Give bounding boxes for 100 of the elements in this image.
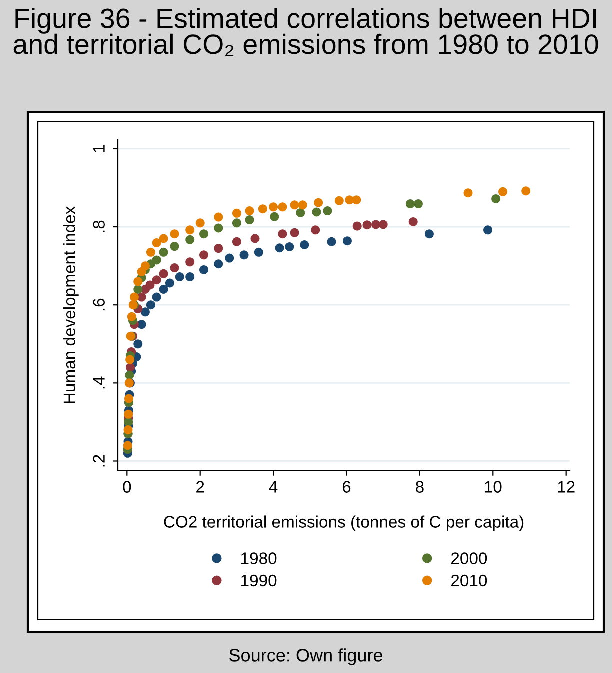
point <box>270 212 280 222</box>
point <box>406 200 415 209</box>
point <box>124 410 134 419</box>
point <box>312 208 322 217</box>
point <box>214 244 224 254</box>
point <box>134 277 143 286</box>
point <box>285 242 294 252</box>
point <box>424 230 434 239</box>
point <box>134 284 143 294</box>
point <box>159 248 168 257</box>
x-tick-label: 10 <box>485 481 502 493</box>
point <box>214 260 224 269</box>
point <box>498 187 508 196</box>
point <box>175 272 184 282</box>
point <box>170 264 180 273</box>
point <box>275 244 284 253</box>
point <box>214 212 224 222</box>
y-tick-label: .4 <box>93 376 105 389</box>
x-tick-label: 6 <box>342 481 351 493</box>
point <box>311 226 320 235</box>
legend-label: 2000 <box>452 552 488 564</box>
point <box>290 200 300 210</box>
point <box>152 276 162 285</box>
point <box>152 256 162 265</box>
point <box>342 236 352 246</box>
chart-title: Figure 36 - Estimated correlations between HDI and territorial CO₂ emissions from 1980 to 2010 <box>14 8 598 56</box>
point <box>250 234 260 244</box>
point <box>492 194 501 204</box>
point <box>362 220 372 230</box>
source-note: Source: Own figure <box>230 648 382 666</box>
point <box>290 228 300 238</box>
point <box>200 230 209 239</box>
point <box>352 196 362 205</box>
point <box>186 258 195 267</box>
legend-label: 1980 <box>242 552 277 564</box>
legend-label: 2010 <box>452 574 488 587</box>
point <box>146 280 155 290</box>
point <box>127 312 136 322</box>
point <box>152 292 162 302</box>
y-tick-label: .6 <box>93 298 105 311</box>
point <box>186 235 195 244</box>
point <box>134 340 143 349</box>
x-tick-label: 12 <box>558 481 575 493</box>
point <box>232 218 242 228</box>
point <box>522 186 531 196</box>
point <box>123 441 132 450</box>
point <box>165 278 174 288</box>
point <box>414 200 423 209</box>
point <box>146 248 156 257</box>
point <box>186 272 195 282</box>
point <box>170 230 180 239</box>
point <box>126 355 135 364</box>
point <box>232 208 242 218</box>
x-axis-title: CO2 territorial emissions (tonnes of C per capita) <box>164 516 524 532</box>
point <box>258 204 268 214</box>
point <box>278 202 288 212</box>
point <box>124 394 134 404</box>
point <box>327 237 336 246</box>
y-tick-label: .8 <box>93 220 105 232</box>
point <box>130 292 139 302</box>
point <box>225 254 234 263</box>
legend-label: 1990 <box>242 574 277 587</box>
point <box>124 426 133 435</box>
y-axis-title: Human development index <box>63 206 79 404</box>
x-tick-label: 8 <box>416 481 424 493</box>
point <box>245 216 254 225</box>
point <box>298 200 308 210</box>
point <box>159 269 168 278</box>
point <box>372 220 381 230</box>
point <box>152 238 162 248</box>
point <box>240 250 249 260</box>
point <box>278 230 288 239</box>
point <box>125 370 134 380</box>
point <box>159 234 168 244</box>
point <box>200 265 209 274</box>
x-tick-label: 2 <box>196 481 204 493</box>
point <box>323 206 332 216</box>
point <box>352 222 362 231</box>
point <box>484 226 493 235</box>
point <box>159 284 168 294</box>
point <box>196 218 205 228</box>
point <box>140 308 150 317</box>
point <box>200 250 209 260</box>
point <box>464 188 473 198</box>
point <box>378 220 388 230</box>
point <box>146 300 156 310</box>
point <box>334 196 344 206</box>
point <box>300 240 310 250</box>
y-tick-label: 1 <box>93 145 105 152</box>
point <box>254 248 264 257</box>
point <box>232 237 242 246</box>
x-tick-label: 4 <box>269 481 278 493</box>
point <box>296 208 306 218</box>
point <box>140 262 150 271</box>
point <box>408 217 418 226</box>
point <box>269 202 278 212</box>
y-tick-label: .2 <box>93 455 105 467</box>
point <box>186 226 195 235</box>
point <box>170 242 180 252</box>
x-tick-label: 0 <box>123 481 132 493</box>
